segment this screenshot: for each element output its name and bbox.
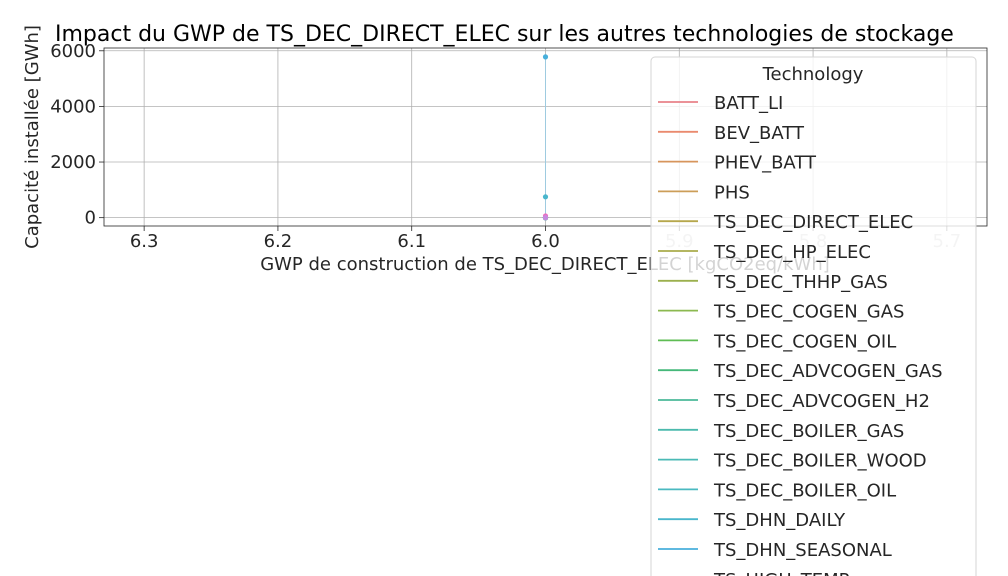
legend-items: BATT_LI BEV_BATT PHEV_BATT PHS TS_DEC_DIRECT… — [658, 93, 943, 576]
chart-marks — [542, 54, 549, 221]
legend-title: Technology — [762, 64, 864, 85]
legend-label: TS_DHN_SEASONAL — [713, 540, 892, 561]
legend-label: BATT_LI — [714, 93, 783, 114]
legend-box — [650, 56, 977, 576]
legend-label: PHEV_BATT — [714, 153, 817, 174]
legend-label: TS_DEC_ADVCOGEN_GAS — [713, 361, 943, 382]
x-tick-label: 6.3 — [130, 231, 159, 252]
y-tick-label: 2000 — [50, 152, 96, 173]
legend-label: TS_DEC_HP_ELEC — [713, 242, 871, 263]
y-tick-label: 0 — [85, 208, 96, 229]
legend: Technology BATT_LI BEV_BATT PHEV_BATT PHS TS… — [650, 56, 977, 576]
legend-label: TS_DEC_DIRECT_ELEC — [713, 212, 913, 233]
x-tick-label: 6.1 — [397, 231, 426, 252]
chart-title: Impact du GWP de TS_DEC_DIRECT_ELEC sur … — [55, 22, 954, 47]
x-tick-label: 6.0 — [531, 231, 560, 252]
x-tick-label: 6.2 — [264, 231, 293, 252]
legend-label: TS_DHN_DAILY — [713, 510, 846, 531]
legend-label: BEV_BATT — [714, 123, 805, 144]
extra-point — [542, 215, 549, 221]
y-axis-label: Capacité installée [GWh] — [22, 25, 43, 249]
legend-label: TS_DEC_COGEN_OIL — [713, 331, 896, 352]
legend-label: TS_HIGH_TEMP — [713, 570, 850, 576]
legend-label: TS_DEC_BOILER_WOOD — [713, 451, 927, 472]
legend-label: TS_DEC_BOILER_OIL — [713, 480, 896, 501]
legend-label: PHS — [714, 182, 750, 203]
y-axis-ticks: 0 2000 4000 6000 — [50, 41, 104, 229]
series-point — [542, 194, 549, 200]
legend-label: TS_DEC_THHP_GAS — [713, 272, 888, 293]
y-tick-label: 6000 — [50, 41, 96, 62]
legend-label: TS_DEC_BOILER_GAS — [713, 421, 904, 442]
legend-label: TS_DEC_ADVCOGEN_H2 — [713, 391, 930, 412]
series-point — [542, 54, 549, 60]
legend-label: TS_DEC_COGEN_GAS — [713, 302, 904, 323]
y-tick-label: 4000 — [50, 96, 96, 117]
